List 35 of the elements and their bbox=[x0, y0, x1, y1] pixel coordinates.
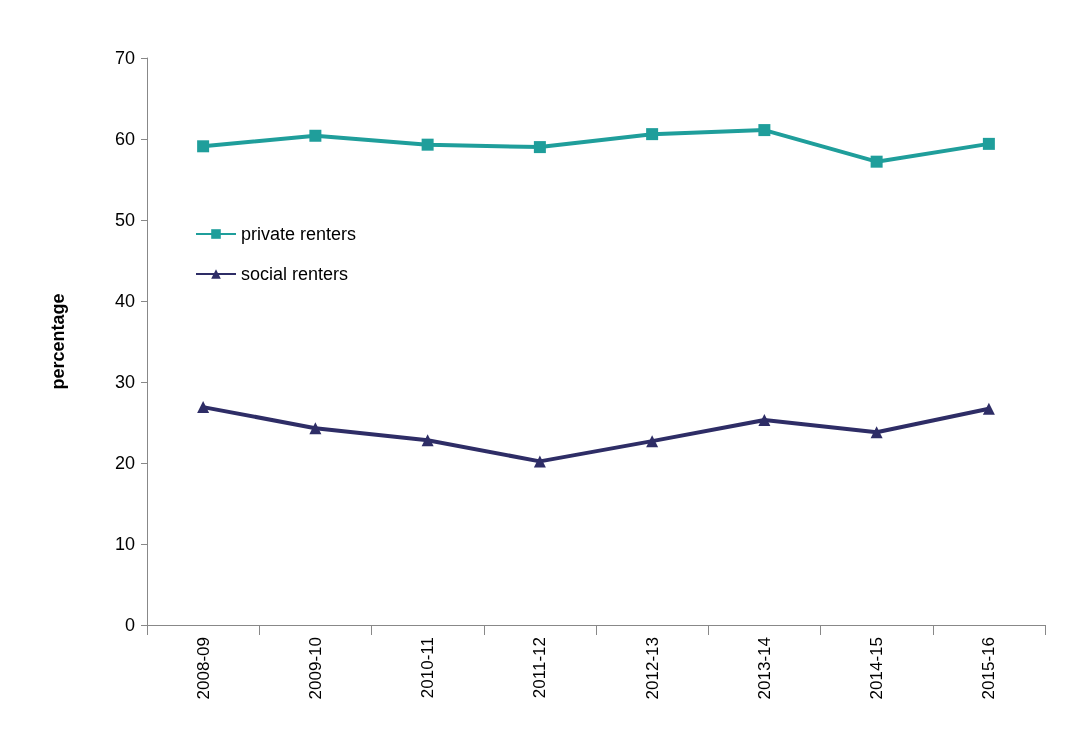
y-tick-label: 70 bbox=[114, 48, 135, 68]
y-tick-label: 20 bbox=[114, 453, 135, 473]
y-axis-title: percentage bbox=[48, 293, 68, 390]
point bbox=[421, 434, 434, 447]
y-tick-label: 40 bbox=[114, 291, 135, 311]
x-tick-label: 2010-11 bbox=[418, 637, 438, 699]
legend-label: private renters bbox=[241, 224, 357, 244]
y-tick-label: 10 bbox=[114, 534, 135, 554]
x-tick-label: 2015-16 bbox=[979, 637, 999, 700]
point bbox=[533, 455, 546, 468]
point bbox=[870, 155, 883, 168]
x-tick-label: 2013-14 bbox=[754, 637, 774, 700]
point bbox=[870, 426, 883, 439]
point bbox=[309, 422, 322, 435]
point bbox=[758, 124, 771, 137]
x-tick-label: 2014-15 bbox=[867, 637, 887, 700]
x-tick-label: 2012-13 bbox=[642, 637, 662, 700]
legend-label: social renters bbox=[241, 264, 349, 284]
y-tick-label: 0 bbox=[124, 615, 135, 635]
x-tick-label: 2009-10 bbox=[305, 637, 325, 700]
point bbox=[197, 140, 210, 153]
point bbox=[982, 137, 995, 150]
point bbox=[758, 414, 771, 427]
point bbox=[309, 129, 322, 142]
y-tick-label: 50 bbox=[114, 210, 135, 230]
x-tick-label: 2011-12 bbox=[530, 637, 550, 699]
point bbox=[646, 128, 659, 141]
y-tick-label: 60 bbox=[114, 129, 135, 149]
point bbox=[533, 141, 546, 154]
y-tick-label: 30 bbox=[114, 372, 135, 392]
point bbox=[421, 138, 434, 151]
point bbox=[982, 402, 995, 415]
point bbox=[197, 401, 210, 414]
point bbox=[646, 435, 659, 448]
x-tick-label: 2008-09 bbox=[193, 637, 213, 700]
